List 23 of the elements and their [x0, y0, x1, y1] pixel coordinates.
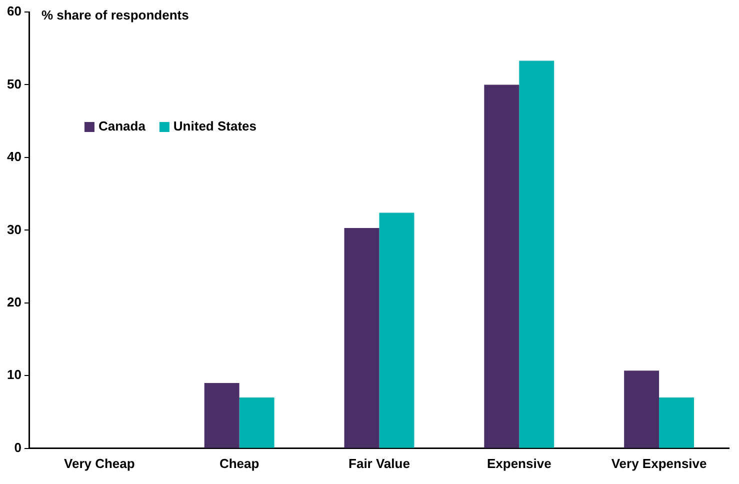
x-tick-label: Cheap — [219, 456, 260, 471]
x-tick-label: Expensive — [486, 456, 552, 471]
bar — [204, 382, 240, 448]
y-tick-label: 0 — [14, 440, 22, 455]
bar — [239, 397, 274, 448]
bar — [624, 370, 660, 448]
x-tick-label: Very Expensive — [611, 456, 707, 471]
x-tick-label: Fair Value — [348, 456, 410, 471]
bar — [379, 212, 414, 448]
legend-label: Canada — [98, 118, 146, 134]
bar — [484, 84, 520, 448]
y-tick-label: 20 — [6, 294, 22, 310]
bar — [344, 228, 380, 448]
y-axis-title: % share of respondents — [41, 8, 189, 23]
y-tick-label: 50 — [6, 76, 22, 92]
y-tick-label: 30 — [6, 222, 22, 237]
y-tick-label: 60 — [6, 4, 22, 19]
y-tick-label: 10 — [6, 367, 22, 382]
bar — [519, 60, 554, 448]
bar — [659, 397, 694, 448]
legend-label: United States — [173, 118, 256, 134]
x-tick-label: Very Cheap — [64, 456, 135, 471]
y-tick-label: 40 — [6, 149, 22, 164]
